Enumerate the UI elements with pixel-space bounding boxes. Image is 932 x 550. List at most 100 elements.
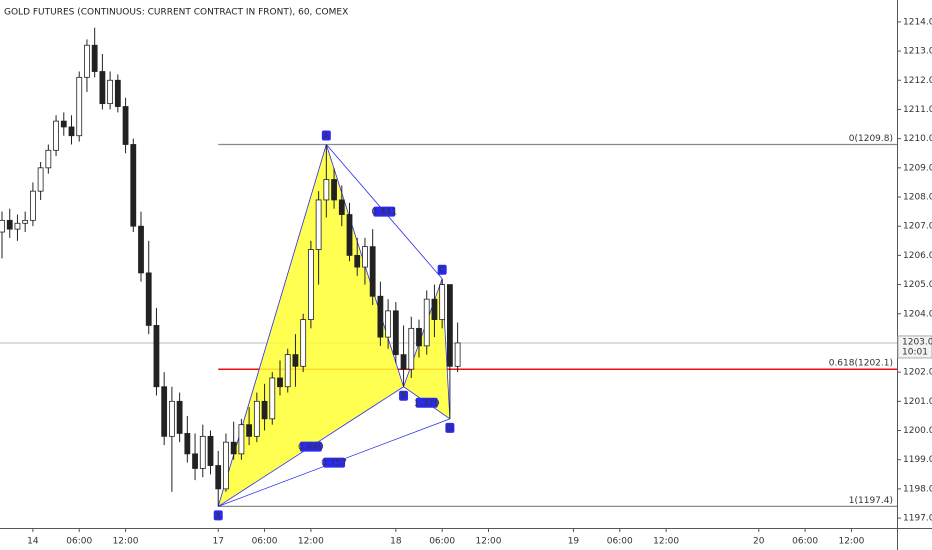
candle-body [29,190,36,221]
candle-body [277,377,283,388]
candle-body [269,377,276,420]
y-tick-label: 1206.0 [903,251,932,261]
candle-body [161,386,168,437]
candle-body [6,219,13,230]
y-tick-label: 1207.0 [903,222,932,232]
candle-body [416,327,422,347]
last-price-badge [897,335,932,359]
point-label: D [446,424,453,434]
candle-body [292,354,299,367]
candle-body [184,433,191,455]
candle-body [261,400,268,420]
candle-body [45,149,52,169]
candle-body [138,225,144,274]
x-tick-label: 20 [753,537,765,547]
y-tick-label: 1211.0 [903,105,932,115]
point-label: X [215,511,221,521]
ratio-badge [415,397,438,408]
x-tick-label: 12:00 [653,537,679,547]
x-tick-label: 06:00 [66,537,92,547]
x-tick-label: 06:00 [429,537,455,547]
y-tick-label: 1205.0 [903,280,932,290]
candle-body [408,327,415,370]
point-badge [213,510,223,521]
candle-body [346,214,353,256]
candle-body [68,126,75,137]
candle-body [284,354,291,388]
x-tick-label: 12:00 [838,537,864,547]
plot: 0(1209.8) 0.618(1202.1) 1(1197.4) 0.441 0.64… [0,27,897,521]
candle-body [91,44,98,72]
candle-body [114,79,121,107]
candle-body [392,310,399,356]
y-tick-label: 1201.0 [903,397,932,407]
candle-body [215,465,222,490]
candle-body [53,120,59,151]
candle-body [22,219,29,224]
y-tick-label: 1209.0 [903,163,932,173]
y-tick-label: 1199.0 [903,455,932,465]
candle-body [122,106,129,145]
candle-body [145,272,152,326]
point-label: A [323,131,330,141]
y-tick-label: 1198.0 [903,484,932,494]
candle-body [0,219,5,233]
x-tick-label: 06:00 [607,537,633,547]
candle-body [60,120,67,128]
candle-body [307,249,314,321]
y-tick-label: 1213.0 [903,47,932,57]
x-tick-label: 06:00 [252,537,278,547]
x-tick-label: 17 [213,537,224,547]
y-tick-label: 1197.0 [903,514,932,524]
candle-body [107,79,114,105]
candle-body [446,284,453,367]
candle-body [207,435,214,466]
point-badge [399,390,409,401]
candle-body [423,298,430,347]
candle-body [369,246,376,297]
candle-body [338,199,345,215]
point-badge [321,130,331,141]
y-tick-label: 1210.0 [903,134,932,144]
candle-body [323,179,330,201]
candle-body [199,435,206,469]
x-tick-label: 12:00 [298,537,324,547]
candle-body [130,144,137,227]
point-label: C [439,266,445,276]
point-badge [437,264,447,275]
fib-label: 0(1209.8) [849,134,893,144]
y-tick-label: 1208.0 [903,193,932,203]
candle-body [246,424,253,437]
ratio-badge [323,457,346,468]
candle-body [331,179,337,201]
y-tick-label: 1212.0 [903,76,932,86]
y-tick-label: 1204.0 [903,309,932,319]
candle-body [431,298,438,321]
ratio-label: 1.379 [414,399,440,409]
candle-body [176,400,183,434]
candle-body [230,441,237,455]
candle-body [354,254,361,268]
ratio-label: 0.649 [298,443,324,453]
fib-label: 1(1197.4) [849,496,893,506]
x-tick-label: 18 [390,537,402,547]
candle-body [385,310,392,338]
candle-body [37,167,44,192]
fib-label: 0.618(1202.1) [829,359,893,369]
candle-body [99,71,106,105]
y-tick-label: 1202.0 [903,368,932,378]
candle-body [253,400,260,437]
chart-title: GOLD FUTURES (CONTINUOUS: CURRENT CONTRA… [4,8,348,18]
candle-body [192,453,198,469]
x-tick-label: 12:00 [113,537,139,547]
point-badge [445,422,455,433]
candle-body [223,441,229,490]
candle-body [362,246,368,268]
x-tick-label: 19 [568,537,580,547]
candle-body [238,424,245,455]
candle-body [315,199,322,250]
candle-body [168,400,175,437]
ratio-badge [373,206,396,217]
ratio-label: 0.441 [371,208,397,218]
